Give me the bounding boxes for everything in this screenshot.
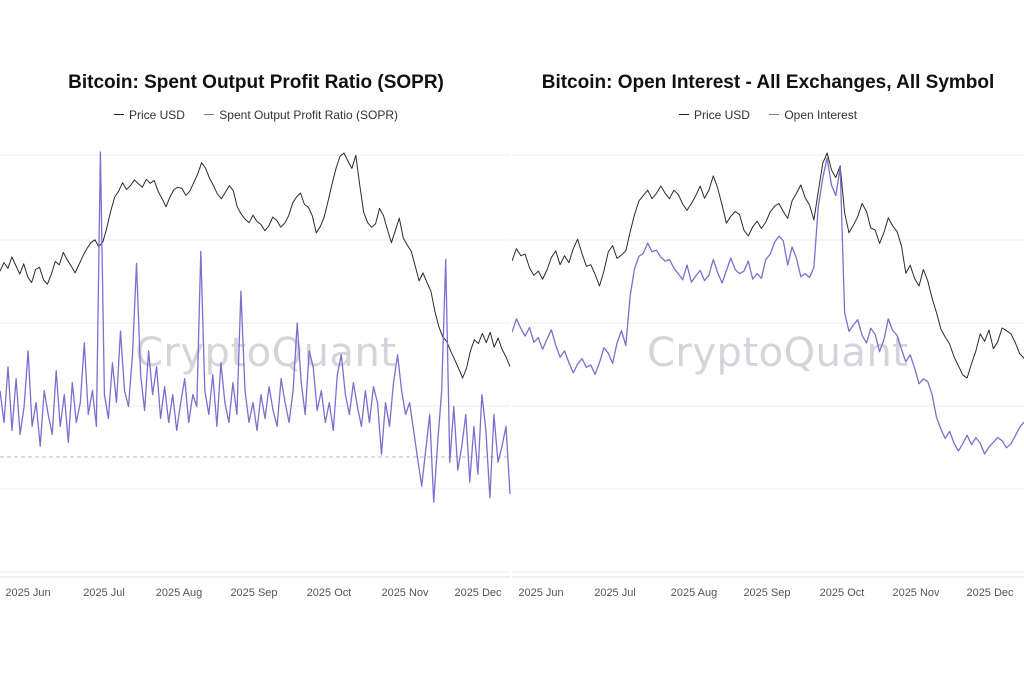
sopr-plot-area: 2025 Jun 2025 Jul 2025 Aug 2025 Sep 2025 Oct…: [0, 151, 511, 599]
chart-title: Bitcoin: Open Interest - All Exchanges, …: [541, 72, 995, 93]
x-tick-label: 2025 Sep: [230, 587, 277, 599]
x-tick-label: 2025 Dec: [454, 587, 502, 599]
legend-swatch-price: [113, 114, 124, 115]
x-tick-label: 2025 Jul: [594, 587, 636, 599]
legend-label-price: Price USD: [693, 107, 750, 122]
x-tick-label: 2025 Jun: [518, 587, 563, 599]
x-tick-label: 2025 Jul: [83, 587, 125, 599]
legend-label-price: Price USD: [128, 107, 185, 122]
legend-item-open-interest[interactable]: Open Interest: [769, 108, 857, 122]
legend-label-open-interest: Open Interest: [784, 107, 858, 122]
series-line-price-usd: [0, 152, 511, 379]
watermark: CryptoQuant: [135, 330, 397, 376]
legend: Price USD Open Interest: [512, 104, 1024, 122]
x-tick-label: 2025 Oct: [820, 587, 865, 599]
chart-title: Bitcoin: Spent Output Profit Ratio (SOPR…: [68, 72, 444, 93]
x-tick-label: 2025 Nov: [892, 587, 940, 599]
legend: Price USD Spent Output Profit Ratio (SOP…: [0, 104, 512, 122]
legend-item-price[interactable]: Price USD: [113, 107, 185, 122]
x-tick-label: 2025 Dec: [966, 587, 1014, 599]
legend-swatch-sopr: [204, 114, 215, 115]
legend-swatch-price: [678, 114, 689, 115]
sopr-chart-panel: Bitcoin: Spent Output Profit Ratio (SOPR…: [0, 72, 512, 599]
x-tick-label: 2025 Jun: [5, 587, 50, 599]
x-tick-label: 2025 Aug: [671, 587, 718, 599]
open-interest-plot-area: 2025 Jun 2025 Jul 2025 Aug 2025 Sep 2025 Oct…: [512, 152, 1024, 599]
legend-swatch-open-interest: [769, 114, 780, 115]
x-tick-label: 2025 Nov: [381, 587, 429, 599]
watermark: CryptoQuant: [647, 330, 909, 376]
x-tick-label: 2025 Oct: [307, 587, 352, 599]
series-line-open-interest: [512, 157, 1024, 455]
open-interest-chart-panel: Bitcoin: Open Interest - All Exchanges, …: [512, 0, 1024, 682]
x-tick-label: 2025 Aug: [156, 587, 203, 599]
series-line-spent-output-profit-ratio-sopr: [0, 151, 511, 503]
x-tick-label: 2025 Sep: [743, 587, 790, 599]
legend-item-price[interactable]: Price USD: [678, 107, 750, 122]
legend-label-sopr: Spent Output Profit Ratio (SOPR): [219, 107, 399, 122]
legend-item-sopr[interactable]: Spent Output Profit Ratio (SOPR): [204, 108, 398, 122]
series-line-price-usd: [512, 152, 1024, 379]
